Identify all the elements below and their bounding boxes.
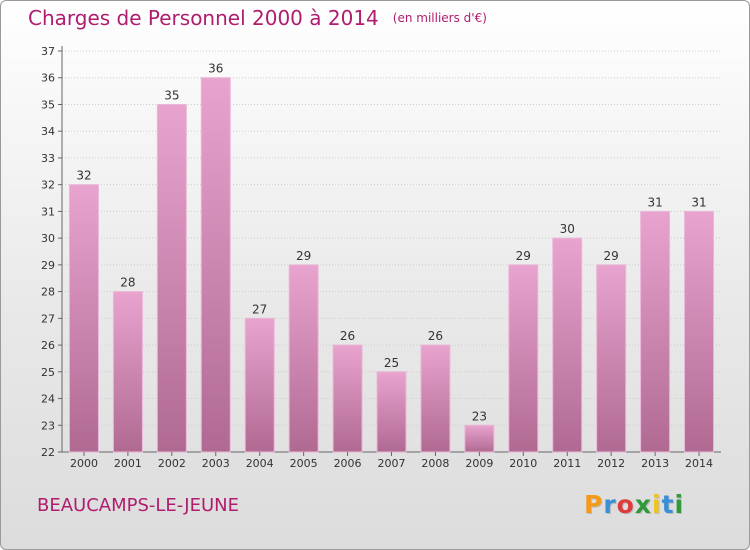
logo-letter: r xyxy=(603,490,617,519)
bar-value-label: 30 xyxy=(560,222,575,236)
bar xyxy=(244,317,275,453)
x-tick-label: 2005 xyxy=(290,457,318,470)
bar-value-label: 35 xyxy=(164,88,179,102)
y-tick-label: 37 xyxy=(41,45,55,58)
x-tick-label: 2004 xyxy=(246,457,274,470)
bar-value-label: 29 xyxy=(296,249,311,263)
bar-value-label: 26 xyxy=(340,329,355,343)
y-tick-label: 23 xyxy=(41,419,55,432)
logo-letter: x xyxy=(634,490,652,519)
y-tick-label: 36 xyxy=(41,72,55,85)
bar xyxy=(640,210,671,453)
y-tick-label: 26 xyxy=(41,339,55,352)
bar xyxy=(288,264,319,453)
bar-value-label: 27 xyxy=(252,302,267,316)
y-tick-label: 29 xyxy=(41,259,55,272)
bar-value-label: 28 xyxy=(120,276,135,290)
bar-value-label: 23 xyxy=(472,409,487,423)
bar xyxy=(156,103,187,453)
bar xyxy=(112,291,143,453)
title-unit: (en milliers d'€) xyxy=(392,11,487,25)
x-tick-label: 2000 xyxy=(70,457,98,470)
x-tick-label: 2001 xyxy=(114,457,142,470)
logo-letter: t xyxy=(661,490,675,519)
bar-value-label: 32 xyxy=(76,169,91,183)
bar xyxy=(552,237,583,453)
y-tick-label: 24 xyxy=(41,393,55,406)
logo-letter: o xyxy=(616,490,635,519)
bar-value-label: 36 xyxy=(208,62,223,76)
x-tick-label: 2010 xyxy=(509,457,537,470)
bar xyxy=(200,77,231,453)
y-tick-label: 27 xyxy=(41,312,55,325)
logo-letter: P xyxy=(584,490,604,519)
y-tick-label: 30 xyxy=(41,232,55,245)
proxiti-logo: Proxiti xyxy=(584,490,684,519)
logo-letter: i xyxy=(652,490,662,519)
bar xyxy=(464,424,495,453)
x-tick-label: 2011 xyxy=(553,457,581,470)
y-tick-label: 34 xyxy=(41,125,55,138)
bar xyxy=(596,264,627,453)
commune-name: BEAUCAMPS-LE-JEUNE xyxy=(37,495,239,516)
chart-title: Charges de Personnel 2000 à 2014 (en mill… xyxy=(28,6,487,30)
bar-value-label: 31 xyxy=(691,195,706,209)
x-tick-label: 2003 xyxy=(202,457,230,470)
y-tick-label: 32 xyxy=(41,179,55,192)
x-tick-label: 2006 xyxy=(334,457,362,470)
bar-value-label: 29 xyxy=(516,249,531,263)
bar-value-label: 25 xyxy=(384,356,399,370)
logo-letter: i xyxy=(674,490,685,519)
x-tick-label: 2013 xyxy=(641,457,669,470)
bar-value-label: 31 xyxy=(647,195,662,209)
y-tick-label: 31 xyxy=(41,205,55,218)
y-tick-label: 22 xyxy=(41,446,55,459)
x-tick-label: 2009 xyxy=(465,457,493,470)
bar xyxy=(68,184,99,453)
y-tick-label: 28 xyxy=(41,286,55,299)
y-tick-label: 25 xyxy=(41,366,55,379)
x-tick-label: 2002 xyxy=(158,457,186,470)
x-tick-label: 2012 xyxy=(597,457,625,470)
bar xyxy=(684,210,715,453)
title-text: Charges de Personnel 2000 à 2014 xyxy=(28,6,379,30)
x-tick-label: 2014 xyxy=(685,457,713,470)
bar xyxy=(508,264,539,453)
y-tick-label: 35 xyxy=(41,98,55,111)
y-tick-label: 33 xyxy=(41,152,55,165)
bar xyxy=(332,344,363,453)
bar xyxy=(420,344,451,453)
x-tick-label: 2008 xyxy=(421,457,449,470)
bar-value-label: 26 xyxy=(428,329,443,343)
x-tick-label: 2007 xyxy=(378,457,406,470)
bar-value-label: 29 xyxy=(604,249,619,263)
bar xyxy=(376,371,407,453)
